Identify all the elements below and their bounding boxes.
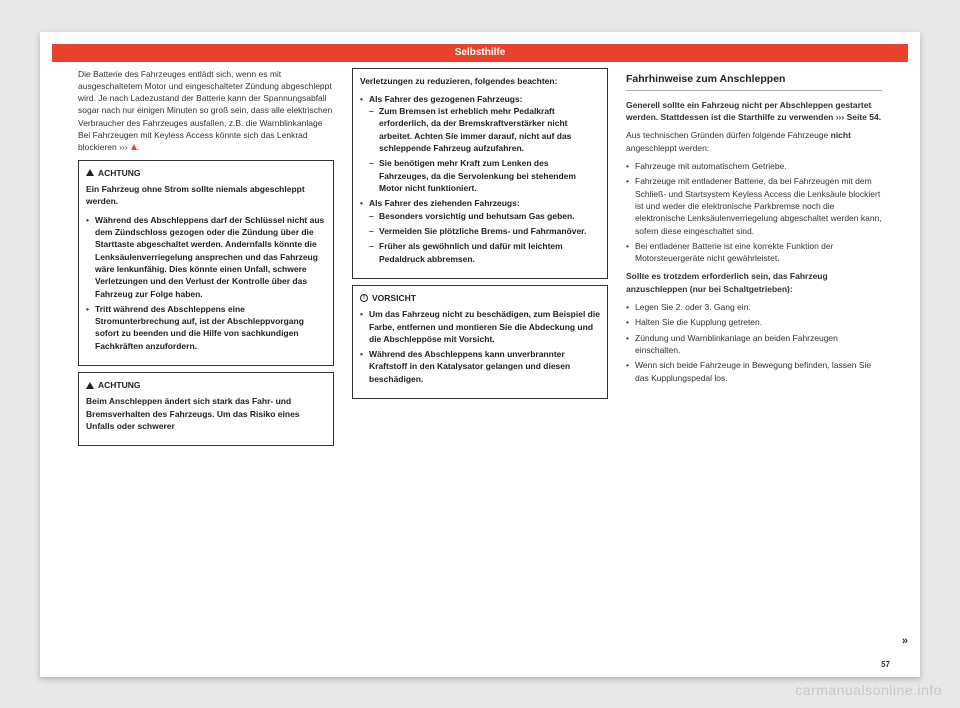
wb2c-li1a: Zum Bremsen ist erheblich mehr Pedalkraf… (369, 105, 600, 154)
wb2c-p1: Verletzungen zu reduzieren, folgendes be… (360, 75, 600, 87)
wb2c-li2c: Früher als gewöhnlich und dafür mit leic… (369, 240, 600, 265)
c3-p2b: nicht (831, 130, 851, 140)
c3-p2: Aus technischen Gründen dürfen folgende … (626, 129, 882, 154)
c3-c2: Halten Sie die Kupplung getreten. (626, 316, 882, 328)
warning-box-1-label: ACHTUNG (98, 167, 141, 179)
warning-box-1-p1: Ein Fahrzeug ohne Strom sollte niemals a… (86, 183, 326, 208)
continuation-marker: » (902, 635, 908, 647)
cb-item-2: Während des Abschleppens kann unverbrann… (360, 348, 600, 385)
warning-box-2: ACHTUNG Beim Anschleppen ändert sich sta… (78, 372, 334, 446)
c3-p1a: Generell sollte ein Fahrzeug nicht per A… (626, 100, 871, 122)
c3-c3: Zündung und Warnblinkanlage an beiden Fa… (626, 332, 882, 357)
wb1-item-2: Tritt während des Abschleppens eine Stro… (86, 303, 326, 352)
warning-box-1: ACHTUNG Ein Fahrzeug ohne Strom sollte n… (78, 160, 334, 366)
wb1-item-1: Während des Abschleppens darf der Schlüs… (86, 214, 326, 300)
warning-icon (86, 169, 94, 176)
watermark: carmanualsonline.info (795, 682, 942, 698)
page-number: 57 (881, 660, 890, 669)
caution-box-title: ! VORSICHT (360, 292, 600, 304)
c3-p3: Sollte es trotzdem erforderlich sein, da… (626, 270, 882, 295)
c3-b2: Fahrzeuge mit entladener Batterie, da be… (626, 175, 882, 237)
caution-box-label: VORSICHT (372, 292, 416, 304)
warning-box-2-p1: Beim Anschleppen ändert sich stark das F… (86, 395, 326, 432)
header-title: Selbsthilfe (455, 47, 506, 58)
c3-b1: Fahrzeuge mit automatischem Getriebe. (626, 160, 882, 172)
cb-item-1: Um das Fahrzeug nicht zu beschädigen, zu… (360, 308, 600, 345)
warning-box-2-cont: Verletzungen zu reduzieren, folgendes be… (352, 68, 608, 279)
wb2c-li1: Als Fahrer des gezogenen Fahrzeugs: Zum … (360, 93, 600, 195)
wb2c-li1b: Sie benötigen mehr Kraft zum Lenken des … (369, 157, 600, 194)
warning-box-2-label: ACHTUNG (98, 379, 141, 391)
warning-icon (86, 382, 94, 389)
c3-p2c: angeschleppt werden: (626, 143, 709, 153)
warning-box-2-title: ACHTUNG (86, 379, 326, 391)
page-content: Die Batterie des Fahrzeuges entlädt sich… (78, 68, 882, 655)
intro-end: . (137, 142, 139, 152)
c3-p1b: Seite 54. (847, 112, 882, 122)
wb2c-li2b: Vermeiden Sie plötzliche Brems- und Fahr… (369, 225, 600, 237)
section-heading: Fahrhinweise zum Anschleppen (626, 72, 882, 91)
intro-text: Die Batterie des Fahrzeuges entlädt sich… (78, 69, 332, 153)
header-bar: Selbsthilfe (52, 44, 908, 62)
c3-p1: Generell sollte ein Fahrzeug nicht per A… (626, 99, 882, 124)
intro-paragraph: Die Batterie des Fahrzeuges entlädt sich… (78, 68, 334, 154)
wb2c-li2-text: Als Fahrer des ziehenden Fahrzeugs: (369, 198, 520, 208)
caution-icon: ! (360, 294, 368, 302)
c3-c4: Wenn sich beide Fahrzeuge in Bewegung be… (626, 359, 882, 384)
wb2c-li2: Als Fahrer des ziehenden Fahrzeugs: Beso… (360, 197, 600, 265)
caution-box: ! VORSICHT Um das Fahrzeug nicht zu besc… (352, 285, 608, 399)
wb2c-li2a: Besonders vorsichtig und behutsam Gas ge… (369, 210, 600, 222)
c3-p2a: Aus technischen Gründen dürfen folgende … (626, 130, 831, 140)
c3-c1: Legen Sie 2. oder 3. Gang ein. (626, 301, 882, 313)
manual-page: Selbsthilfe Die Batterie des Fahrzeuges … (40, 32, 920, 677)
warning-box-1-title: ACHTUNG (86, 167, 326, 179)
wb2c-li1-text: Als Fahrer des gezogenen Fahrzeugs: (369, 94, 523, 104)
c3-b3: Bei entladener Batterie ist eine korrekt… (626, 240, 882, 265)
